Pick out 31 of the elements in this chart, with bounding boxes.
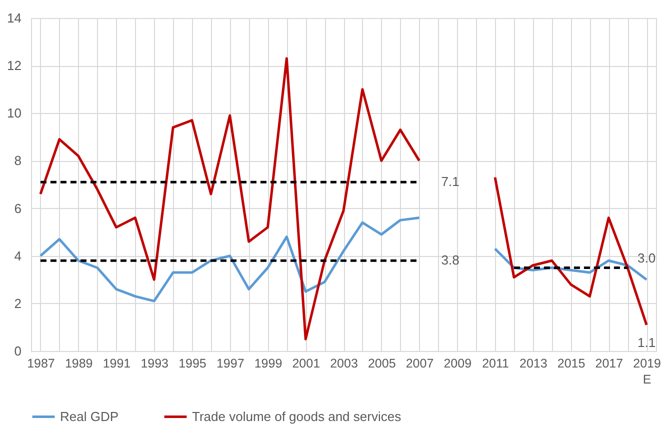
y-tick-label: 4 [14,248,22,264]
x-tick-label: 2013 [519,356,548,370]
x-tick-label: 2017 [595,356,624,370]
y-tick-label: 8 [14,153,22,168]
legend-label: Trade volume of goods and services [192,408,402,424]
x-tick-label: 2015 [557,356,586,370]
data-label: 7.1 [441,174,460,190]
legend-label: Real GDP [60,408,119,424]
x-tick-label: 1999 [254,356,282,370]
x-tick-label: 2019 E [633,356,661,386]
x-tick-label: 1989 [64,356,93,370]
x-tick-label: 2011 [482,356,509,370]
y-tick-label: 0 [14,344,22,358]
y-tick-label: 14 [7,10,22,26]
x-tick-label: 1987 [27,356,55,370]
y-tick-label: 6 [14,200,22,216]
x-tick-label: 2007 [406,356,434,370]
data-label: 3.0 [637,250,656,266]
x-tick-label: 2005 [368,356,396,370]
y-tick-label: 10 [7,106,22,121]
x-tick-label: 2001 [292,356,320,370]
x-tick-label: 2009 [444,356,472,370]
data-label: 3.8 [441,252,460,268]
x-tick-label: 1997 [216,356,244,370]
data-label: 1.1 [637,334,656,350]
y-tick-label: 12 [7,58,22,74]
x-tick-label: 2003 [330,356,358,370]
x-tick-label: 1995 [178,356,206,370]
y-tick-label: 2 [14,296,22,311]
x-tick-label: 1993 [140,356,169,370]
x-tick-label: 1991 [102,356,131,370]
